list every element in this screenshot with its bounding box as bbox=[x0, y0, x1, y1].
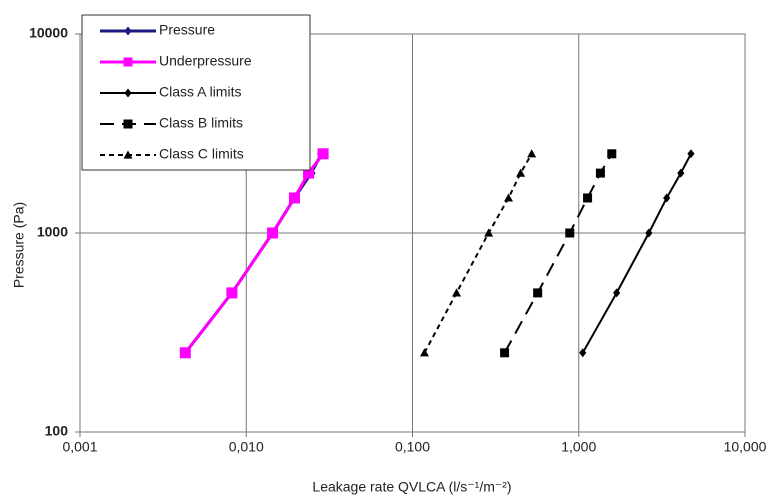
marker bbox=[267, 227, 279, 239]
marker bbox=[452, 288, 462, 297]
marker bbox=[419, 348, 429, 357]
y-axis-label: Pressure (Pa) bbox=[11, 202, 27, 288]
marker bbox=[565, 228, 575, 238]
marker bbox=[677, 168, 685, 178]
legend-label: Class B limits bbox=[159, 115, 243, 131]
marker bbox=[123, 119, 133, 129]
marker bbox=[595, 168, 605, 178]
marker bbox=[583, 193, 593, 203]
marker bbox=[504, 193, 514, 202]
marker bbox=[124, 26, 132, 36]
x-tick-label: 1,000 bbox=[561, 439, 596, 455]
x-tick-label: 0,001 bbox=[62, 439, 97, 455]
marker bbox=[687, 149, 695, 159]
series-line bbox=[581, 153, 692, 354]
marker bbox=[527, 149, 537, 158]
x-tick-label: 10,000 bbox=[724, 439, 767, 455]
marker bbox=[317, 148, 329, 160]
marker bbox=[123, 150, 133, 159]
marker bbox=[607, 149, 617, 159]
marker bbox=[484, 228, 494, 237]
x-tick-label: 0,100 bbox=[395, 439, 430, 455]
legend-label: Pressure bbox=[159, 22, 215, 38]
x-axis-label: Leakage rate QVLCA (l/s⁻¹/m⁻²) bbox=[312, 479, 511, 495]
marker bbox=[500, 348, 510, 358]
marker bbox=[516, 168, 526, 177]
marker bbox=[613, 288, 621, 298]
legend: Pressure Underpressure Class A limits Class… bbox=[81, 14, 311, 171]
series-line bbox=[423, 153, 533, 354]
marker bbox=[663, 193, 671, 203]
marker bbox=[226, 287, 238, 299]
y-tick-label: 10000 bbox=[29, 25, 68, 41]
marker bbox=[579, 348, 587, 358]
marker bbox=[533, 288, 543, 298]
marker bbox=[288, 192, 300, 204]
x-tick-label: 0,010 bbox=[229, 439, 264, 455]
marker bbox=[124, 88, 132, 98]
y-tick-label: 1000 bbox=[37, 224, 68, 240]
legend-label: Class A limits bbox=[159, 84, 241, 100]
legend-label: Class C limits bbox=[159, 146, 244, 162]
marker bbox=[123, 57, 133, 67]
y-tick-label: 100 bbox=[45, 423, 69, 439]
marker bbox=[645, 228, 653, 238]
legend-label: Underpressure bbox=[159, 53, 252, 69]
marker bbox=[179, 347, 191, 359]
